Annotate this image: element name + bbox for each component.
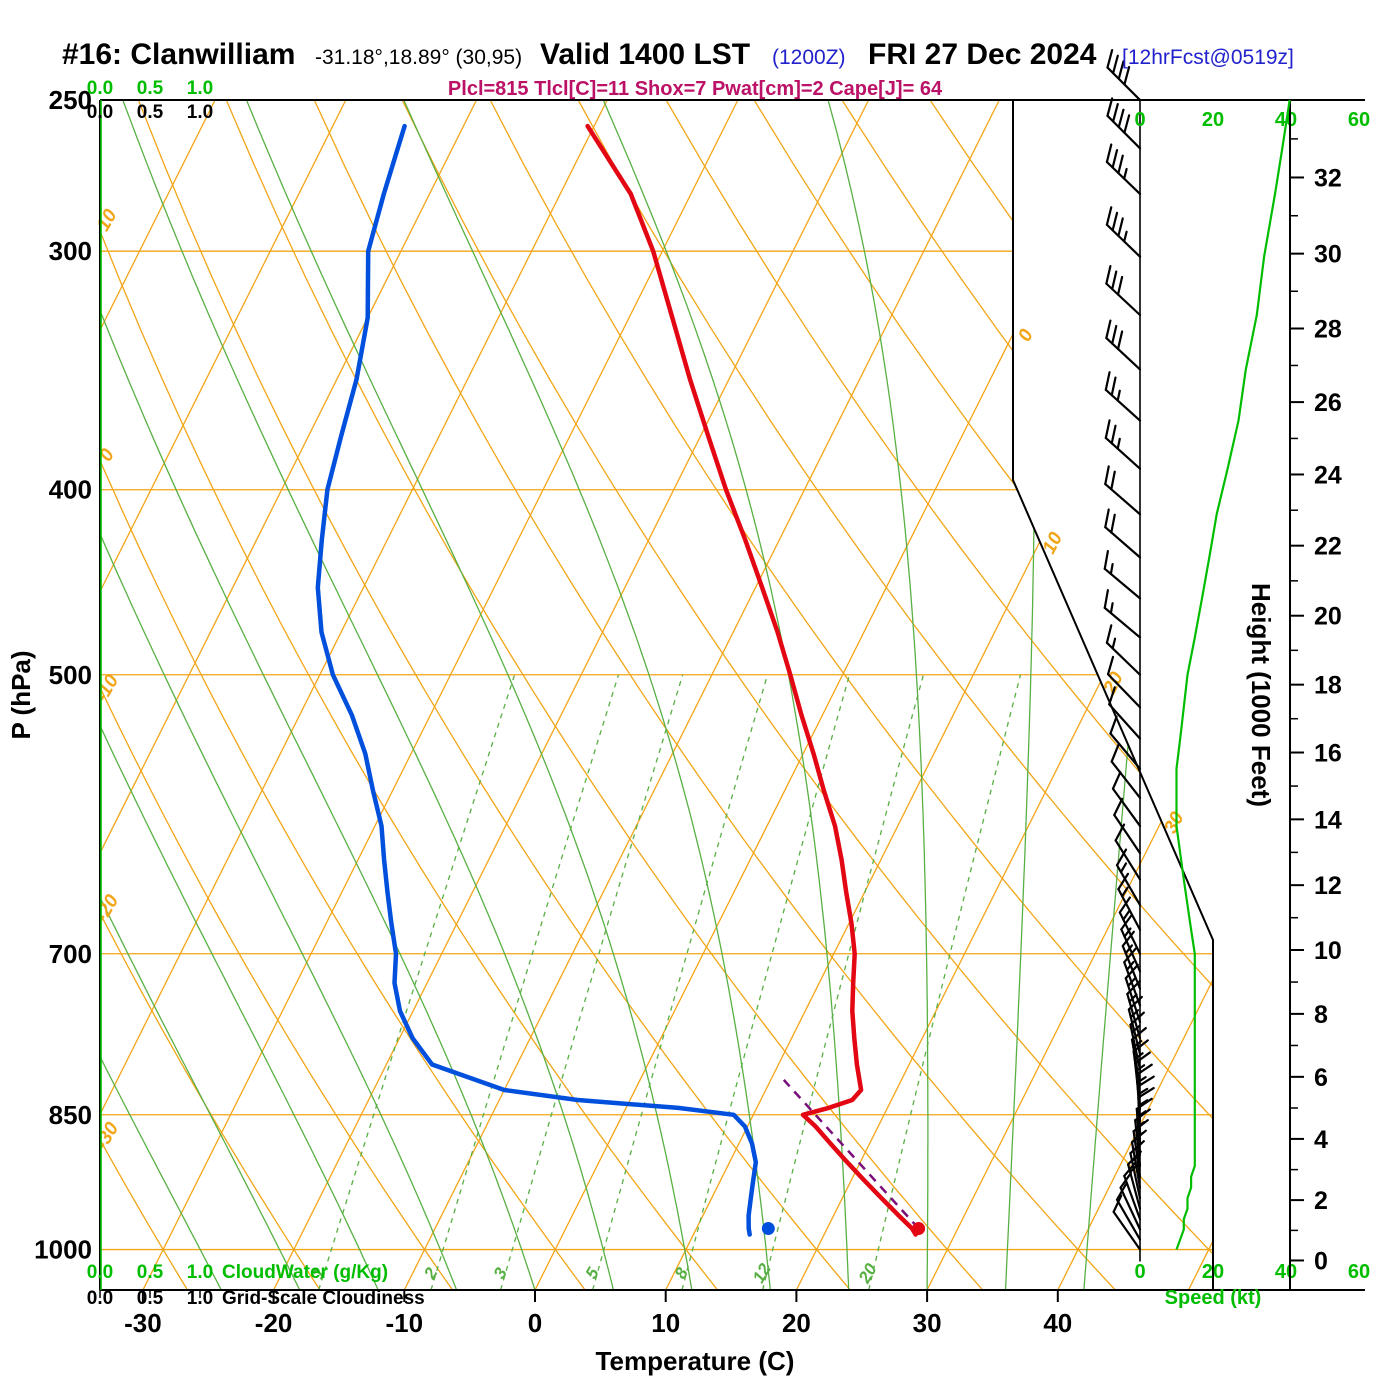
svg-text:0: 0 xyxy=(528,1308,542,1338)
wind-speed-profile xyxy=(1175,99,1291,1250)
svg-text:P (hPa): P (hPa) xyxy=(6,650,36,739)
svg-text:700: 700 xyxy=(49,939,92,969)
svg-text:20: 20 xyxy=(782,1308,811,1338)
temperature-axis: -30 -20 -10 0 10 20 30 40 Temperature (C) xyxy=(124,1290,1072,1376)
pressure-axis-labels: 250 300 400 500 700 850 1000 xyxy=(34,85,92,1265)
svg-text:8: 8 xyxy=(1314,1001,1328,1029)
svg-text:Grid-Scale Cloudiness: Grid-Scale Cloudiness xyxy=(222,1288,425,1309)
svg-text:30: 30 xyxy=(1160,808,1189,837)
svg-text:5: 5 xyxy=(582,1264,603,1282)
wind-speed-profile-group xyxy=(1175,99,1291,1250)
svg-text:0.0: 0.0 xyxy=(87,1262,113,1283)
svg-text:40: 40 xyxy=(1275,1261,1297,1283)
svg-text:0.5: 0.5 xyxy=(137,102,164,123)
valid-date: FRI 27 Dec 2024 xyxy=(868,38,1097,71)
svg-text:1.0: 1.0 xyxy=(187,102,213,123)
svg-text:-30: -30 xyxy=(124,1308,162,1338)
forecast-tag: [12hrFcst@0519z] xyxy=(1122,46,1294,69)
valid-time: Valid 1400 LST xyxy=(540,38,751,71)
wind-barbs xyxy=(1103,48,1155,1251)
svg-text:0.0: 0.0 xyxy=(87,1288,113,1309)
svg-text:60: 60 xyxy=(1348,109,1370,131)
stability-indices: Plcl=815 Tlcl[C]=11 Shox=7 Pwat[cm]=2 Ca… xyxy=(447,78,943,100)
svg-text:2: 2 xyxy=(1314,1187,1328,1215)
svg-text:10: 10 xyxy=(93,206,122,235)
svg-text:24: 24 xyxy=(1314,461,1342,489)
svg-text:14: 14 xyxy=(1314,806,1342,834)
svg-text:-20: -20 xyxy=(255,1308,293,1338)
svg-text:6: 6 xyxy=(1314,1064,1328,1092)
svg-text:0: 0 xyxy=(1134,1261,1145,1283)
svg-text:10: 10 xyxy=(1314,937,1342,965)
plot-border xyxy=(99,99,1365,1291)
parcel-trace xyxy=(782,1079,920,1230)
valid-zulu: (1200Z) xyxy=(772,46,846,69)
svg-text:500: 500 xyxy=(49,660,92,690)
svg-text:1000: 1000 xyxy=(34,1235,92,1265)
sounding-curves xyxy=(315,123,920,1237)
svg-text:0.0: 0.0 xyxy=(87,102,113,123)
svg-text:Height (1000 Feet): Height (1000 Feet) xyxy=(1246,583,1276,807)
temperature-curve xyxy=(585,123,918,1237)
svg-text:12: 12 xyxy=(749,1260,775,1286)
svg-text:0.5: 0.5 xyxy=(137,78,164,99)
svg-text:CloudWater (g/Kg): CloudWater (g/Kg) xyxy=(222,1262,388,1283)
svg-text:20: 20 xyxy=(1202,109,1224,131)
svg-text:8: 8 xyxy=(671,1264,692,1282)
svg-text:Temperature (C): Temperature (C) xyxy=(596,1346,795,1376)
svg-text:10: 10 xyxy=(1039,529,1068,558)
cloudwater-scale: 0.0 0.0 0.0 0.0 0.5 0.5 0.5 0.5 1.0 1.0 1.0 1.0 Clou… xyxy=(87,78,425,1309)
pressure-axis-title: P (hPa) xyxy=(6,650,36,739)
svg-text:-20: -20 xyxy=(91,891,123,926)
svg-text:26: 26 xyxy=(1314,389,1342,417)
svg-text:60: 60 xyxy=(1348,1261,1370,1283)
svg-text:250: 250 xyxy=(49,85,92,115)
surface-temp-dot xyxy=(912,1222,926,1236)
svg-text:1.0: 1.0 xyxy=(187,1288,213,1309)
svg-text:-10: -10 xyxy=(386,1308,424,1338)
height-axis-title: Height (1000 Feet) xyxy=(1246,583,1276,807)
svg-text:30: 30 xyxy=(1314,241,1342,269)
svg-text:12: 12 xyxy=(1314,872,1342,900)
svg-text:4: 4 xyxy=(1314,1126,1328,1154)
svg-text:0: 0 xyxy=(1014,326,1038,345)
svg-text:400: 400 xyxy=(49,475,92,505)
station-coords: -31.18°,18.89° (30,95) xyxy=(315,46,523,69)
svg-text:850: 850 xyxy=(49,1100,92,1130)
grid-orange xyxy=(100,100,1213,1290)
svg-text:0: 0 xyxy=(1314,1247,1328,1275)
svg-text:300: 300 xyxy=(49,236,92,266)
svg-text:0.5: 0.5 xyxy=(137,1262,164,1283)
svg-text:0.5: 0.5 xyxy=(137,1288,164,1309)
svg-text:20: 20 xyxy=(1314,603,1342,631)
svg-text:10: 10 xyxy=(651,1308,680,1338)
svg-text:Speed (kt): Speed (kt) xyxy=(1165,1287,1262,1309)
svg-text:1.0: 1.0 xyxy=(187,78,213,99)
svg-text:20: 20 xyxy=(854,1260,881,1287)
svg-text:20: 20 xyxy=(1202,1261,1224,1283)
svg-text:30: 30 xyxy=(913,1308,942,1338)
svg-text:-30: -30 xyxy=(91,1119,123,1154)
grid-green xyxy=(100,100,1180,1290)
svg-text:28: 28 xyxy=(1314,316,1342,344)
svg-text:18: 18 xyxy=(1314,672,1342,700)
svg-text:0: 0 xyxy=(1134,109,1145,131)
surface-dewpoint-dot xyxy=(761,1222,775,1236)
dewpoint-curve xyxy=(315,123,759,1237)
svg-text:40: 40 xyxy=(1043,1308,1072,1338)
svg-text:1.0: 1.0 xyxy=(187,1262,213,1283)
station-title: #16: Clanwilliam xyxy=(62,38,296,71)
svg-text:16: 16 xyxy=(1314,740,1342,768)
mixing-ratio-labels: 1 2 3 5 8 12 20 xyxy=(308,1260,881,1287)
svg-text:22: 22 xyxy=(1314,533,1342,561)
svg-text:0.0: 0.0 xyxy=(87,78,113,99)
svg-text:32: 32 xyxy=(1314,164,1342,192)
svg-text:-10: -10 xyxy=(91,671,123,706)
surface-markers xyxy=(761,1222,926,1236)
